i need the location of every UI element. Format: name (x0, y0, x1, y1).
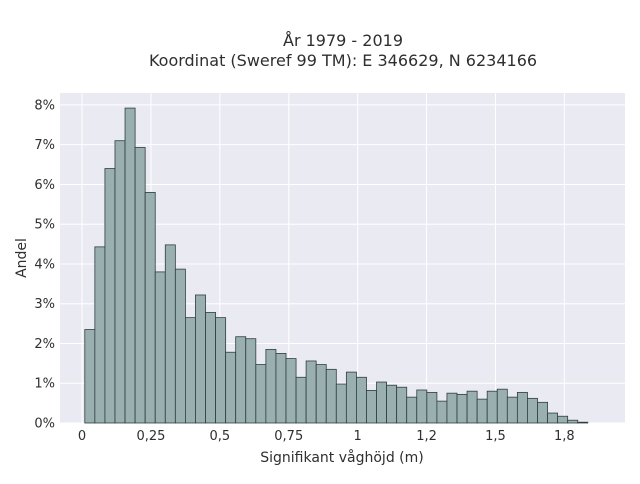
chart-title-line2: Koordinat (Sweref 99 TM): E 346629, N 62… (149, 51, 537, 70)
x-axis-ticks: 0 0,25 0,5 0,75 1 1,2 1,5 1,8 (78, 429, 575, 444)
histogram-bar (486, 390, 498, 424)
x-tick-label: 1,8 (554, 429, 575, 444)
histogram-bar (406, 396, 418, 424)
histogram-bar (416, 389, 428, 424)
histogram-bar (144, 191, 156, 424)
histogram-bar (446, 392, 458, 424)
histogram-bar (124, 107, 136, 424)
histogram-bar (376, 381, 387, 424)
histogram-bar (174, 268, 186, 424)
x-tick-label: 0,75 (274, 429, 303, 444)
histogram-bar (567, 419, 579, 424)
histogram-bar (547, 412, 559, 424)
histogram-bar (265, 349, 277, 424)
histogram-bar (527, 397, 538, 424)
y-tick-label: 1% (34, 377, 55, 392)
histogram-bar (275, 353, 287, 424)
histogram-bar (345, 371, 357, 424)
histogram-bar (436, 400, 448, 424)
histogram-bar (235, 336, 247, 424)
histogram-bar (225, 351, 237, 424)
histogram-bar (366, 389, 377, 424)
histogram-bar (466, 390, 478, 424)
histogram-bar (506, 396, 518, 424)
y-tick-label: 4% (34, 257, 55, 272)
histogram-bar (94, 246, 106, 424)
histogram-bar (396, 386, 408, 424)
histogram-bars (84, 107, 589, 424)
x-tick-label: 0 (78, 429, 86, 444)
histogram-bar (315, 364, 327, 424)
histogram-bar (537, 401, 548, 424)
histogram-bar (426, 391, 438, 424)
histogram-bar (386, 384, 398, 424)
histogram-bar (205, 312, 216, 424)
chart-title-line1: År 1979 - 2019 (283, 31, 403, 50)
histogram-bar (496, 388, 508, 424)
histogram-bar (335, 383, 347, 424)
y-tick-label: 8% (34, 98, 55, 113)
x-tick-label: 0,5 (210, 429, 231, 444)
y-tick-label: 7% (34, 138, 55, 153)
histogram-bar (195, 294, 206, 424)
y-tick-label: 3% (34, 297, 55, 312)
x-tick-label: 1,5 (485, 429, 506, 444)
histogram-bar (325, 368, 337, 424)
histogram-bar (245, 338, 257, 424)
histogram-bar (285, 358, 297, 424)
y-tick-label: 2% (34, 337, 55, 352)
histogram-bar (557, 415, 569, 424)
histogram-bar (577, 421, 589, 424)
histogram-bar (114, 140, 126, 424)
histogram-bar (104, 168, 116, 424)
histogram-bar (84, 329, 96, 424)
y-tick-label: 5% (34, 218, 55, 233)
y-axis-label: Andel (14, 238, 30, 278)
x-tick-label: 1,2 (416, 429, 437, 444)
x-axis-label: Signifikant våghöjd (m) (260, 449, 423, 466)
histogram-bar (295, 376, 307, 424)
histogram-bar (154, 271, 166, 424)
histogram-bar (516, 391, 528, 424)
histogram-bar (185, 317, 196, 424)
histogram-bar (305, 360, 317, 424)
y-axis-ticks: 0% 1% 2% 3% 4% 5% 6% 7% 8% (34, 98, 55, 431)
histogram-bar (164, 244, 176, 424)
histogram-bar (134, 147, 146, 424)
y-tick-label: 6% (34, 178, 55, 193)
histogram-bar (476, 398, 488, 424)
histogram-bar (215, 317, 227, 424)
histogram-bar (356, 376, 367, 424)
x-tick-label: 0,25 (136, 429, 165, 444)
y-tick-label: 0% (34, 417, 55, 432)
histogram-bar (255, 364, 267, 424)
histogram-bar (456, 393, 468, 424)
x-tick-label: 1 (354, 429, 362, 444)
